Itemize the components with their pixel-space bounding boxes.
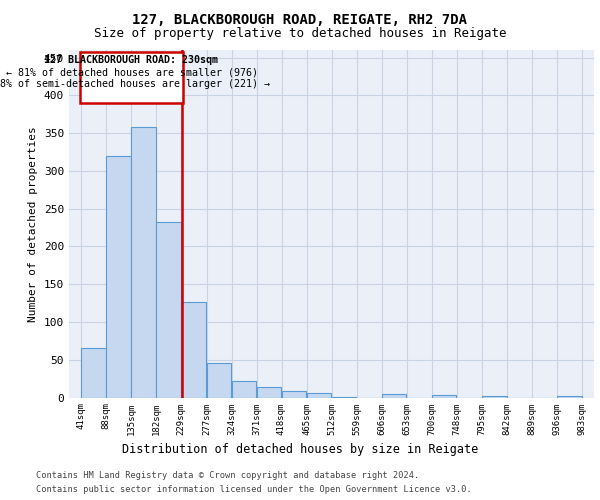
Bar: [181, 302, 206, 398]
Text: 127 BLACKBOROUGH ROAD: 230sqm: 127 BLACKBOROUGH ROAD: 230sqm: [44, 56, 218, 66]
Bar: [207, 363, 231, 398]
Bar: [557, 396, 582, 398]
Text: 18% of semi-detached houses are larger (221) →: 18% of semi-detached houses are larger (…: [0, 80, 269, 90]
Bar: [131, 127, 156, 398]
Bar: [307, 393, 331, 398]
Text: Size of property relative to detached houses in Reigate: Size of property relative to detached ho…: [94, 28, 506, 40]
Bar: [332, 396, 356, 398]
Bar: [156, 222, 181, 398]
Bar: [80, 52, 182, 103]
Bar: [232, 381, 256, 398]
Bar: [81, 348, 106, 398]
Bar: [432, 395, 456, 398]
Bar: [106, 156, 131, 398]
Bar: [257, 387, 281, 398]
Bar: [282, 390, 306, 398]
Text: ← 81% of detached houses are smaller (976): ← 81% of detached houses are smaller (97…: [5, 68, 257, 78]
Bar: [382, 394, 406, 398]
Text: Contains public sector information licensed under the Open Government Licence v3: Contains public sector information licen…: [36, 485, 472, 494]
Y-axis label: Number of detached properties: Number of detached properties: [28, 126, 38, 322]
Text: 127, BLACKBOROUGH ROAD, REIGATE, RH2 7DA: 127, BLACKBOROUGH ROAD, REIGATE, RH2 7DA: [133, 12, 467, 26]
Text: Distribution of detached houses by size in Reigate: Distribution of detached houses by size …: [122, 442, 478, 456]
Bar: [482, 396, 507, 398]
Text: Contains HM Land Registry data © Crown copyright and database right 2024.: Contains HM Land Registry data © Crown c…: [36, 471, 419, 480]
